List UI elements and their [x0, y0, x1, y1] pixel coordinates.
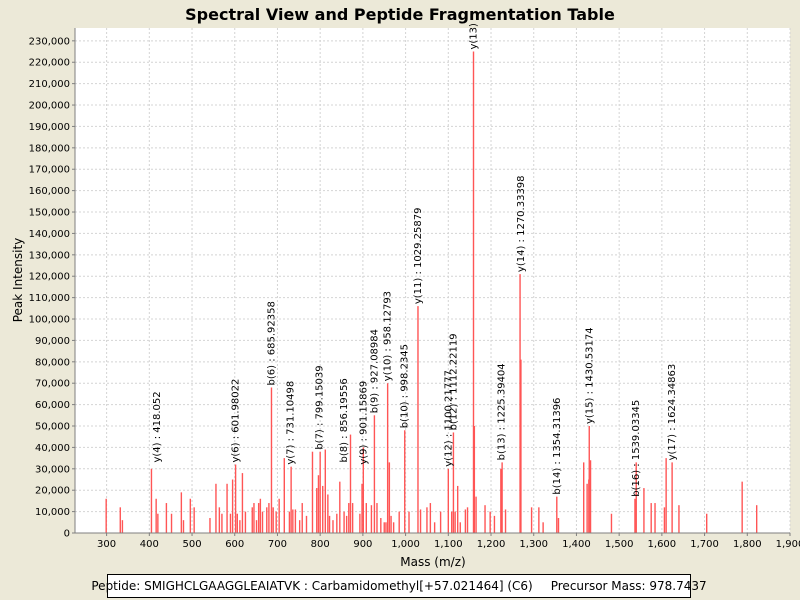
x-tick-label: 800 [311, 539, 330, 550]
peak-annotation: b(14) : 1354.31396 [552, 398, 563, 495]
x-tick-label: 1,100 [434, 539, 463, 550]
chart-title: Spectral View and Peptide Fragmentation … [185, 5, 615, 24]
peak-annotation: b(16) : 1539.03345 [631, 400, 642, 497]
peak-annotation: y(14) : 1270.33398 [516, 175, 527, 272]
peak-annotation: y(13) [469, 23, 480, 50]
y-tick-label: 60,000 [35, 400, 70, 411]
y-tick-label: 130,000 [29, 250, 70, 261]
x-tick-label: 500 [182, 539, 201, 550]
x-tick-label: 1,700 [690, 539, 719, 550]
peptide-label: Peptide: SMIGHCLGAAGGLEAIATVK : Carbamid… [91, 579, 533, 593]
peak-annotation: y(15) : 1430.53174 [584, 327, 595, 424]
y-tick-label: 50,000 [35, 422, 70, 433]
y-tick-label: 30,000 [35, 464, 70, 475]
y-tick-label: 220,000 [29, 58, 70, 69]
peak-annotation: y(11) : 1029.25879 [413, 208, 424, 305]
x-tick-label: 400 [140, 539, 159, 550]
y-tick-label: 200,000 [29, 101, 70, 112]
y-tick-label: 190,000 [29, 122, 70, 133]
peak-annotation: b(6) : 685.92358 [266, 301, 277, 385]
x-axis: 300 400 500 600 700 800 900 1,000 1,100 1,200 1,30… [75, 532, 800, 550]
y-axis: 0 10,000 20,000 30,000 40,000 50,000 60,000 70,… [29, 28, 76, 540]
x-tick-label: 1,000 [391, 539, 420, 550]
x-tick-label: 1,600 [648, 539, 677, 550]
y-tick-label: 100,000 [29, 315, 70, 326]
peak-annotation: b(12) : 1112.22119 [448, 333, 459, 430]
y-tick-label: 80,000 [35, 357, 70, 368]
precursor-mass-label: Precursor Mass: 978.7437 [550, 579, 707, 593]
peak-annotation: y(9) : 901.15869 [358, 381, 369, 465]
peak-annotation: b(9) : 927.08984 [369, 329, 380, 413]
grid-lines [75, 28, 791, 534]
y-tick-label: 120,000 [29, 272, 70, 283]
y-tick-label: 160,000 [29, 186, 70, 197]
x-tick-label: 1,900 [776, 539, 800, 550]
y-tick-label: 180,000 [29, 143, 70, 154]
y-tick-label: 150,000 [29, 208, 70, 219]
y-tick-label: 70,000 [35, 379, 70, 390]
y-tick-label: 210,000 [29, 79, 70, 90]
y-axis-title: Peak Intensity [11, 238, 25, 323]
y-tick-label: 170,000 [29, 165, 70, 176]
x-tick-label: 1,800 [733, 539, 762, 550]
peak-bars [105, 51, 758, 533]
y-tick-label: 230,000 [29, 36, 70, 47]
plot-area [75, 28, 790, 533]
x-tick-label: 900 [353, 539, 372, 550]
x-tick-label: 1,500 [605, 539, 634, 550]
peak-annotation: y(10) : 958.12793 [383, 291, 394, 381]
y-tick-label: 20,000 [35, 486, 70, 497]
y-tick-label: 0 [64, 529, 70, 540]
peak-annotation: y(4) : 418.052 [152, 391, 163, 462]
x-axis-title: Mass (m/z) [400, 555, 465, 569]
y-tick-label: 110,000 [29, 293, 70, 304]
peak-annotation: b(10) : 998.2345 [400, 344, 411, 428]
peak-annotations: y(4) : 418.052 y(6) : 601.98022 b(6) : 685… [152, 23, 678, 497]
peptide-info-box: Peptide: SMIGHCLGAAGGLEAIATVK : Carbamid… [91, 574, 707, 598]
peak-annotation: b(8) : 856.19556 [339, 378, 350, 462]
peak-annotation: y(12) : 1100.21777 [443, 370, 454, 467]
y-tick-label: 140,000 [29, 229, 70, 240]
y-tick-label: 10,000 [35, 507, 70, 518]
y-tick-label: 90,000 [35, 336, 70, 347]
x-tick-label: 300 [97, 539, 116, 550]
x-tick-label: 1,400 [562, 539, 591, 550]
peak-annotation: y(17) : 1624.34863 [667, 364, 678, 461]
peak-annotation: b(7) : 799.15039 [315, 365, 326, 449]
y-tick-label: 40,000 [35, 443, 70, 454]
peak-annotation: y(7) : 731.10498 [286, 381, 297, 465]
x-tick-label: 700 [268, 539, 287, 550]
peak-annotation: b(13) : 1225.39404 [497, 363, 508, 460]
peak-annotation: y(6) : 601.98022 [231, 379, 242, 463]
x-tick-label: 1,300 [519, 539, 548, 550]
x-tick-label: 600 [225, 539, 244, 550]
x-tick-label: 1,200 [477, 539, 506, 550]
